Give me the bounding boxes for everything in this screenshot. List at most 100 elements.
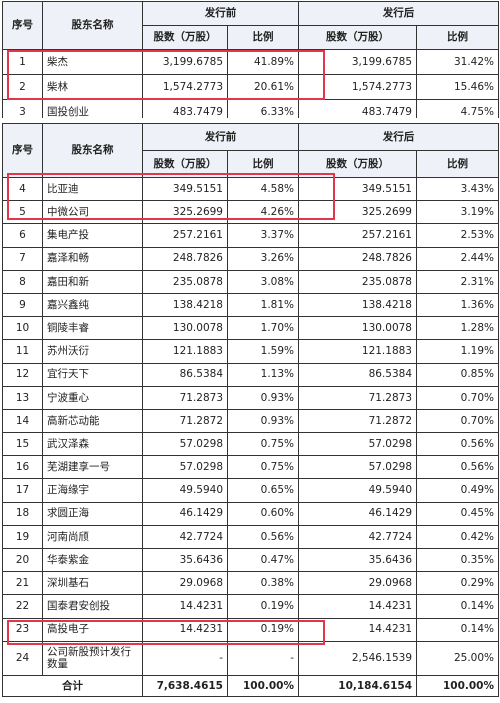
- row-seq: 1: [2, 49, 43, 75]
- total-row: 合计 7,638.4615 100.00% 10,184.6154 100.00…: [2, 674, 499, 697]
- row-pre-ratio: 0.47%: [227, 547, 299, 573]
- row-name: 深圳基石: [42, 571, 143, 596]
- row-seq: 7: [2, 246, 43, 271]
- row-post-shares: 257.2161: [298, 223, 417, 248]
- row-name: 河南尚颀: [42, 524, 143, 550]
- row-pre-ratio: 0.75%: [227, 432, 299, 457]
- row-pre-shares: 235.0878: [142, 269, 228, 294]
- row-pre-shares: 349.5151: [142, 176, 228, 202]
- shareholder-table-bottom: 序号 股东名称 发行前 发行后 股数（万股） 比例 股数（万股） 比例 4 比亚迪…: [2, 123, 499, 697]
- row-post-ratio: 0.29%: [416, 571, 499, 596]
- table-row: 20 华泰紫金 35.6436 0.47% 35.6436 0.35%: [2, 547, 499, 573]
- table-separator: [0, 118, 500, 123]
- row-pre-ratio: 1.59%: [227, 339, 299, 364]
- row-post-shares: 42.7724: [298, 524, 417, 550]
- total-pre-shares: 7,638.4615: [142, 674, 228, 697]
- header-post: 发行后: [298, 123, 499, 151]
- row-post-shares: 71.2873: [298, 385, 417, 410]
- row-pre-shares: 248.7826: [142, 246, 228, 271]
- row-seq: 24: [2, 640, 43, 676]
- row-pre-ratio: 0.60%: [227, 501, 299, 526]
- row-post-shares: 57.0298: [298, 455, 417, 480]
- table-row: 1 柴杰 3,199.6785 41.89% 3,199.6785 31.42%: [2, 49, 499, 75]
- header-name: 股东名称: [42, 1, 143, 50]
- row-seq: 16: [2, 455, 43, 480]
- row-name: 武汉泽森: [42, 432, 143, 457]
- row-post-ratio: 31.42%: [416, 49, 499, 75]
- row-post-ratio: 0.85%: [416, 362, 499, 387]
- row-post-ratio: 0.35%: [416, 547, 499, 573]
- row-name: 求圆正海: [42, 501, 143, 526]
- table-row: 2 柴林 1,574.2773 20.61% 1,574.2773 15.46%: [2, 74, 499, 100]
- row-post-ratio: 2.31%: [416, 269, 499, 294]
- header-pre-shares: 股数（万股）: [142, 150, 228, 178]
- row-seq: 21: [2, 571, 43, 596]
- row-post-ratio: 3.19%: [416, 200, 499, 225]
- row-pre-ratio: 41.89%: [227, 49, 299, 75]
- row-seq: 22: [2, 594, 43, 619]
- row-seq: 20: [2, 547, 43, 573]
- row-pre-ratio: 3.37%: [227, 223, 299, 248]
- row-pre-ratio: 3.08%: [227, 269, 299, 294]
- row-pre-shares: 57.0298: [142, 432, 228, 457]
- row-pre-ratio: 0.19%: [227, 617, 299, 642]
- row-pre-ratio: 1.13%: [227, 362, 299, 387]
- row-name: 苏州沃衍: [42, 339, 143, 364]
- row-seq: 15: [2, 432, 43, 457]
- table-row: 19 河南尚颀 42.7724 0.56% 42.7724 0.42%: [2, 524, 499, 550]
- row-post-shares: 2,546.1539: [298, 640, 417, 676]
- row-seq: 2: [2, 74, 43, 100]
- row-seq: 4: [2, 176, 43, 202]
- row-post-shares: 121.1883: [298, 339, 417, 364]
- row-seq: 12: [2, 362, 43, 387]
- row-name: 芜湖建享一号: [42, 455, 143, 480]
- row-post-shares: 138.4218: [298, 292, 417, 318]
- header-seq: 序号: [2, 1, 43, 50]
- row-pre-shares: 1,574.2773: [142, 74, 228, 100]
- row-seq: 11: [2, 339, 43, 364]
- row-name: 国泰君安创投: [42, 594, 143, 619]
- row-name: 比亚迪: [42, 176, 143, 202]
- header-pre: 发行前: [142, 123, 299, 151]
- table-row: 9 嘉兴鑫纯 138.4218 1.81% 138.4218 1.36%: [2, 292, 499, 318]
- row-post-ratio: 0.70%: [416, 408, 499, 434]
- table-row: 24 公司新股预计发行数量 - -2,546.1539 25.00%: [2, 640, 499, 676]
- table-row: 22 国泰君安创投 14.4231 0.19% 14.4231 0.14%: [2, 594, 499, 619]
- row-post-shares: 46.1429: [298, 501, 417, 526]
- row-name: 铜陵丰睿: [42, 316, 143, 341]
- row-post-shares: 71.2872: [298, 408, 417, 434]
- row-name: 嘉兴鑫纯: [42, 292, 143, 318]
- row-post-ratio: 0.45%: [416, 501, 499, 526]
- row-post-ratio: 1.36%: [416, 292, 499, 318]
- row-pre-ratio: 0.38%: [227, 571, 299, 596]
- row-pre-shares: 325.2699: [142, 200, 228, 225]
- row-post-shares: 86.5384: [298, 362, 417, 387]
- row-post-ratio: 15.46%: [416, 74, 499, 100]
- row-name: 嘉泽和畅: [42, 246, 143, 271]
- row-name: 柴林: [42, 74, 143, 100]
- row-post-shares: 325.2699: [298, 200, 417, 225]
- row-post-ratio: 0.42%: [416, 524, 499, 550]
- row-post-shares: 29.0968: [298, 571, 417, 596]
- header-seq: 序号: [2, 123, 43, 178]
- row-pre-shares: 3,199.6785: [142, 49, 228, 75]
- row-post-ratio: 1.19%: [416, 339, 499, 364]
- row-seq: 10: [2, 316, 43, 341]
- row-seq: 18: [2, 501, 43, 526]
- row-post-ratio: 0.14%: [416, 594, 499, 619]
- row-pre-shares: 42.7724: [142, 524, 228, 550]
- row-pre-ratio: 0.75%: [227, 455, 299, 480]
- row-pre-ratio: 1.81%: [227, 292, 299, 318]
- table-row: 4 比亚迪 349.5151 4.58% 349.5151 3.43%: [2, 176, 499, 202]
- row-pre-shares: 138.4218: [142, 292, 228, 318]
- row-pre-ratio: 20.61%: [227, 74, 299, 100]
- row-pre-ratio: 0.65%: [227, 478, 299, 503]
- row-post-ratio: 0.70%: [416, 385, 499, 410]
- row-post-ratio: 0.56%: [416, 432, 499, 457]
- header-post-shares: 股数（万股）: [298, 150, 417, 178]
- row-pre-ratio: 4.58%: [227, 176, 299, 202]
- row-name: 公司新股预计发行数量: [42, 640, 143, 676]
- row-pre-shares: -: [142, 640, 228, 676]
- header-pre-ratio: 比例: [227, 25, 299, 50]
- table-row: 23 高投电子 14.4231 0.19% 14.4231 0.14%: [2, 617, 499, 642]
